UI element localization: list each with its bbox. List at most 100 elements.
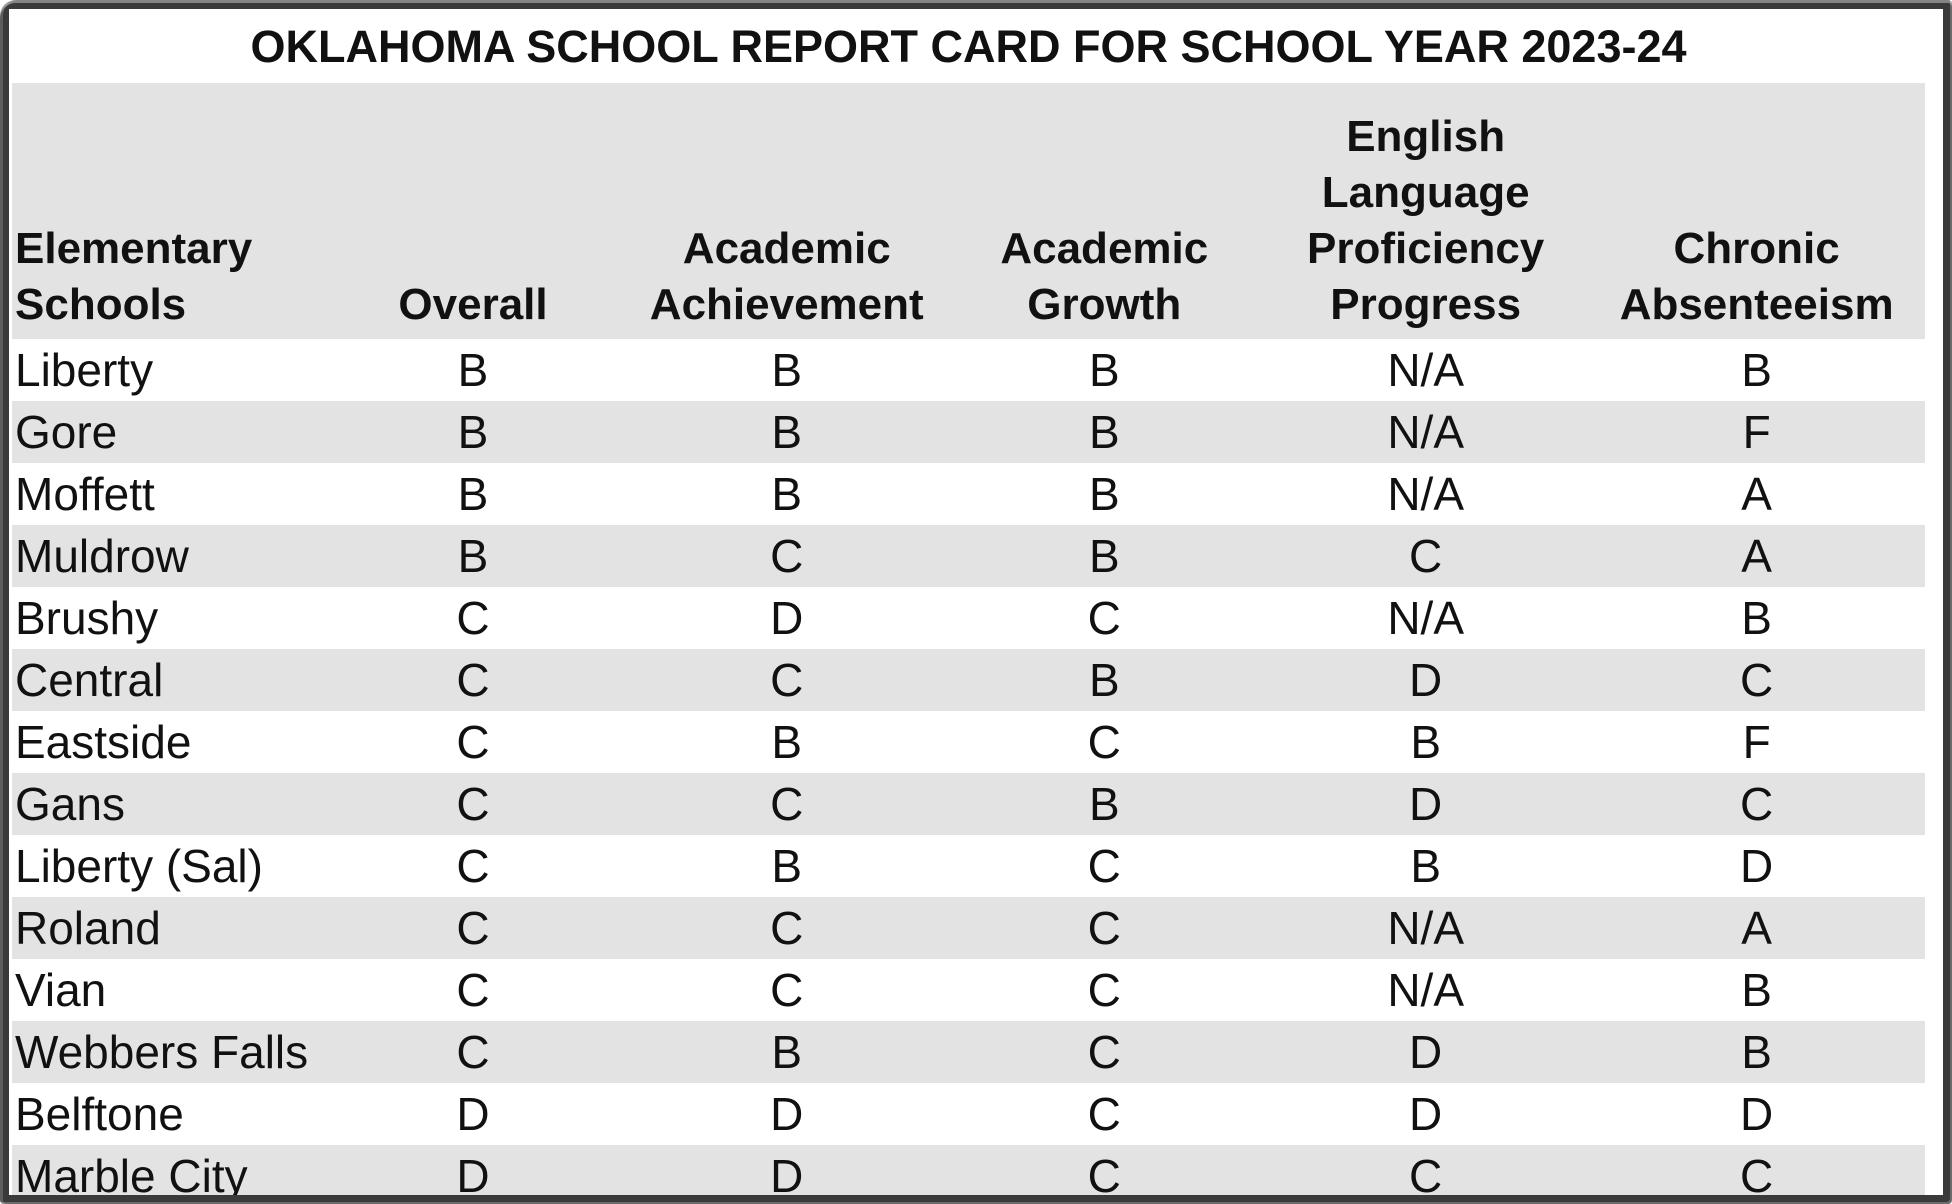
report-card-panel: OKLAHOMA SCHOOL REPORT CARD FOR SCHOOL Y… [9,9,1943,1195]
grade-cell: B [771,344,803,396]
school-name-cell: Liberty (Sal) [15,840,263,892]
grade-cell: C [456,840,490,892]
grade-cell: B [627,401,946,463]
school-name-cell: Gore [12,401,319,463]
page-title: OKLAHOMA SCHOOL REPORT CARD FOR SCHOOL Y… [250,21,1687,72]
column-header-elementary-schools: Elementary Schools [12,83,319,339]
grade-cell: A [1588,525,1925,587]
grade-cell: N/A [1387,344,1464,396]
grade-cell: N/A [1263,897,1589,959]
school-name-cell: Vian [15,964,107,1016]
grade-cell: B [1741,592,1772,644]
column-header-english-language-proficiency-progress: English Language Proficiency Progress [1263,83,1589,339]
grade-cell: B [771,716,803,768]
table-row: Moffett B B B N/A A [12,463,1925,525]
grade-cell: B [1741,964,1772,1016]
column-header-chronic-absenteeism: Chronic Absenteeism [1588,83,1925,339]
grade-cell: C [945,1145,1264,1195]
grade-cell: C [456,592,490,644]
grade-cell: N/A [1387,468,1464,520]
grade-cell: B [1741,344,1772,396]
table-row: Muldrow B C B C A [12,525,1925,587]
grade-cell: D [1263,1021,1589,1083]
school-name-cell: Gans [12,773,319,835]
school-name-cell: Belftone [15,1088,184,1140]
column-header-academic-achievement: Academic Achievement [627,83,946,339]
table-row: Brushy C D C N/A B [12,587,1925,649]
grade-cell: D [1740,1088,1774,1140]
grade-cell: B [457,344,489,396]
grade-cell: A [1588,897,1925,959]
grade-cell: C [1087,1088,1121,1140]
grade-cell: C [1263,525,1589,587]
report-card-table: Elementary Schools Overall Academic Achi… [12,83,1925,1195]
table-row: Roland C C C N/A A [12,897,1925,959]
grade-cell: C [1087,592,1121,644]
school-name-cell: Marble City [12,1145,319,1195]
grade-cell: B [771,840,803,892]
header-row: Elementary Schools Overall Academic Achi… [12,83,1925,339]
grade-cell: D [770,1088,804,1140]
column-header-academic-growth: Academic Growth [945,83,1264,339]
grade-cell: N/A [1263,401,1589,463]
grade-cell: C [456,964,490,1016]
table-row: Liberty B B B N/A B [12,339,1925,401]
grade-cell: B [318,401,628,463]
grade-cell: B [771,468,803,520]
grade-cell: D [1263,649,1589,711]
table-row: Gans C C B D C [12,773,1925,835]
grade-cell: C [627,773,946,835]
grade-cell: C [1087,716,1121,768]
grade-cell: D [770,592,804,644]
grade-cell: N/A [1387,964,1464,1016]
grade-cell: D [627,1145,946,1195]
grade-cell: C [318,649,628,711]
school-name-cell: Muldrow [12,525,319,587]
grade-cell: D [1263,773,1589,835]
grade-cell: B [1088,468,1120,520]
grade-cell: C [1588,649,1925,711]
grade-cell: B [1588,1021,1925,1083]
school-name-cell: Webbers Falls [12,1021,319,1083]
grade-cell: B [627,1021,946,1083]
grade-cell: C [627,897,946,959]
grade-cell: F [1588,401,1925,463]
grade-cell: F [1742,716,1771,768]
grade-cell: B [945,401,1264,463]
grade-cell: D [1740,840,1774,892]
school-name-cell: Central [12,649,319,711]
table-row: Gore B B B N/A F [12,401,1925,463]
grade-cell: B [457,468,489,520]
grade-cell: C [945,897,1264,959]
table-row: Webbers Falls C B C D B [12,1021,1925,1083]
grade-cell: N/A [1387,592,1464,644]
grade-cell: C [1087,840,1121,892]
grade-cell: C [456,716,490,768]
grade-cell: C [770,964,804,1016]
grade-cell: C [318,1021,628,1083]
grade-cell: D [456,1088,490,1140]
grade-cell: D [1409,1088,1443,1140]
grade-cell: B [1088,344,1120,396]
school-name-cell: Liberty [15,344,154,396]
grade-cell: C [1588,1145,1925,1195]
table-row: Marble City D D C C C [12,1145,1925,1195]
grade-cell: C [318,773,628,835]
grade-cell: C [945,1021,1264,1083]
grade-cell: C [1087,964,1121,1016]
grade-cell: A [1741,468,1772,520]
school-name-cell: Brushy [15,592,159,644]
grade-cell: D [318,1145,628,1195]
school-name-cell: Moffett [15,468,155,520]
school-name-cell: Eastside [15,716,192,768]
grade-cell: B [318,525,628,587]
table-body: Liberty B B B N/A B Gore B B B N/A F Moffett B B B N/A A M… [12,339,1925,1195]
table-row: Belftone D D C D D [12,1083,1925,1145]
grade-cell: C [318,897,628,959]
table-row: Vian C C C N/A B [12,959,1925,1021]
grade-cell: C [627,525,946,587]
grade-cell: C [1263,1145,1589,1195]
grade-cell: B [945,525,1264,587]
table-row: Liberty (Sal) C B C B D [12,835,1925,897]
